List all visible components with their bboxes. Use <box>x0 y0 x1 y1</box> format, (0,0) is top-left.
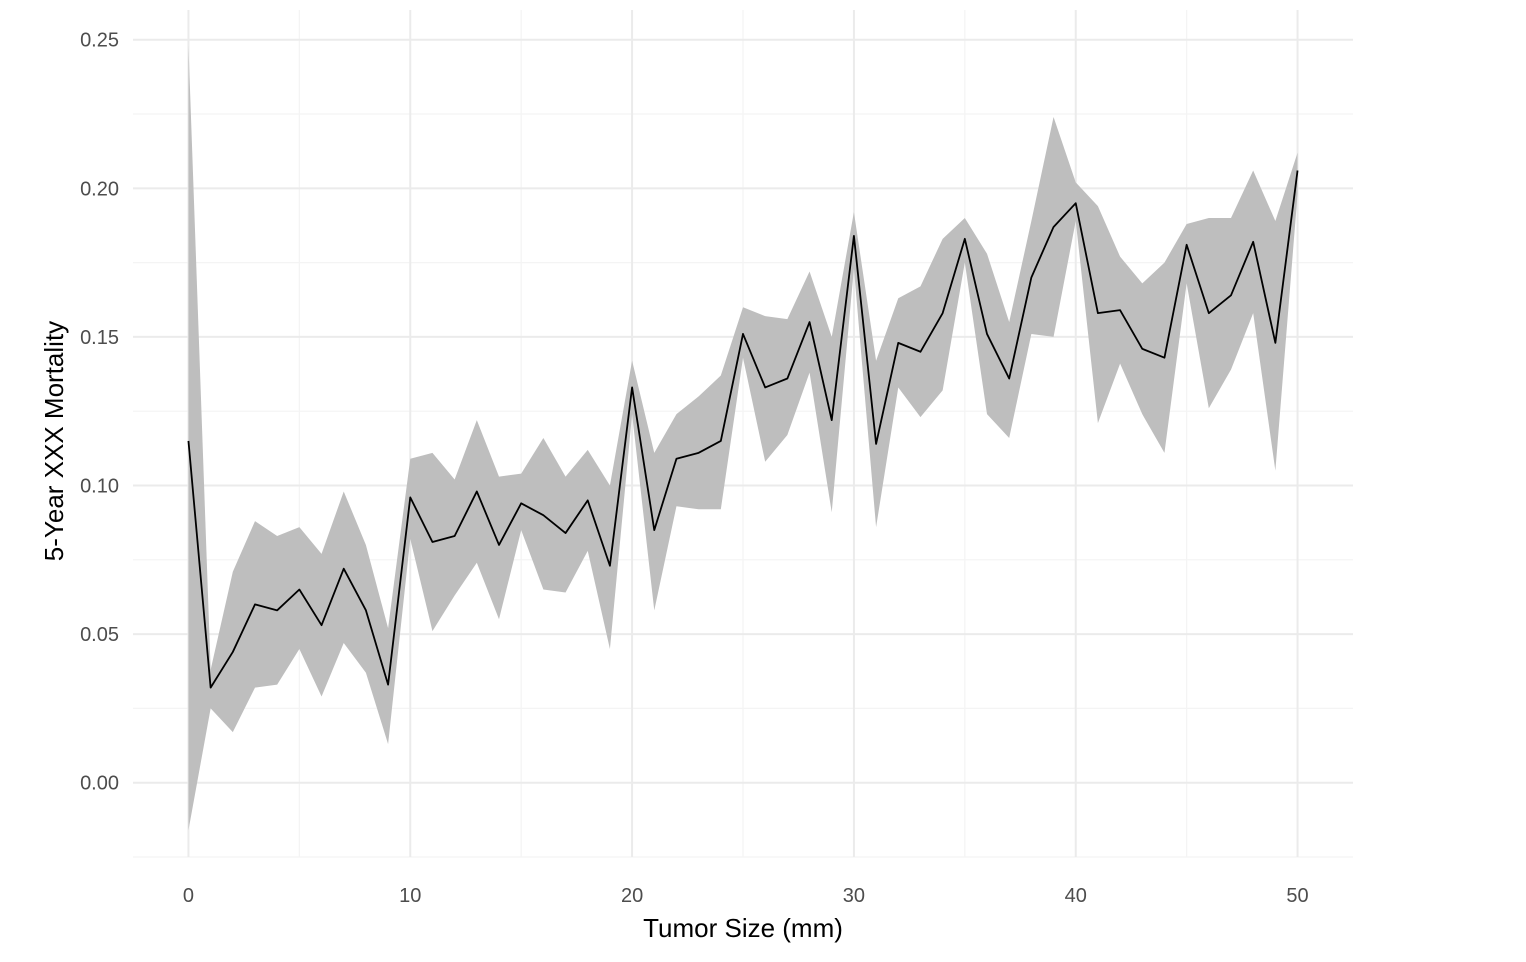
x-tick-label: 40 <box>1065 885 1087 907</box>
x-tick-label: 50 <box>1286 885 1308 907</box>
minor-gridlines <box>133 10 1353 858</box>
x-tick-label: 0 <box>183 885 194 907</box>
y-tick-label: 0.05 <box>80 624 119 646</box>
y-tick-label: 0.15 <box>80 327 119 349</box>
y-tick-label: 0.25 <box>80 30 119 52</box>
x-tick-label: 10 <box>399 885 421 907</box>
x-tick-label: 30 <box>843 885 865 907</box>
y-tick-label: 0.10 <box>80 476 119 498</box>
y-tick-label: 0.00 <box>80 773 119 795</box>
x-tick-label: 20 <box>621 885 643 907</box>
y-axis-ticks: 0.00 0.05 0.10 0.15 0.20 0.25 <box>80 30 119 795</box>
x-axis-title: Tumor Size (mm) <box>643 913 843 943</box>
mortality-series-line <box>187 170 1299 689</box>
x-axis-ticks: 0 10 20 30 40 50 <box>183 885 1309 907</box>
mortality-line <box>187 170 1299 689</box>
y-tick-label: 0.20 <box>80 178 119 200</box>
y-axis-title: 5-Year XXX Mortality <box>39 321 69 561</box>
